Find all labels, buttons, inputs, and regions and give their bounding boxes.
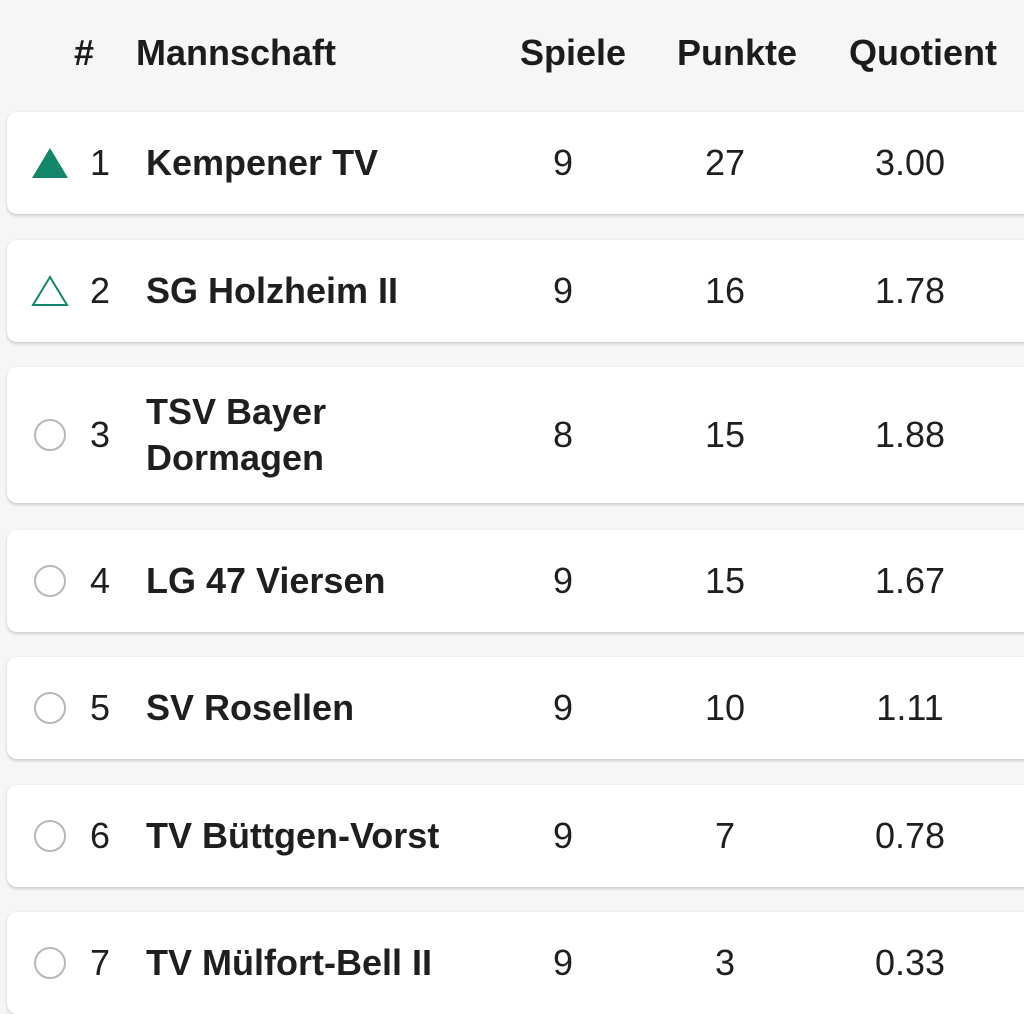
row-games: 9 — [552, 560, 574, 601]
row-points: 15 — [704, 414, 746, 455]
row-team: TV Büttgen-Vorst — [146, 815, 440, 856]
row-rank: 7 — [89, 942, 111, 983]
row-games: 8 — [552, 414, 574, 455]
circle-icon — [34, 419, 66, 451]
row-team: TV Mülfort-Bell II — [146, 942, 432, 983]
status-icon-cell — [31, 912, 69, 1014]
row-quotient: 0.78 — [874, 815, 946, 856]
row-rank: 1 — [89, 142, 111, 183]
row-games: 9 — [552, 942, 574, 983]
row-rank: 3 — [89, 414, 111, 455]
header-games: Spiele — [519, 32, 627, 73]
status-icon-cell — [31, 530, 69, 632]
row-games: 9 — [552, 687, 574, 728]
circle-icon — [34, 947, 66, 979]
row-team: TSV Bayer Dormagen — [146, 391, 327, 478]
row-rank: 4 — [89, 560, 111, 601]
circle-icon — [34, 565, 66, 597]
row-quotient: 1.88 — [874, 414, 946, 455]
status-icon-cell — [31, 112, 69, 214]
row-quotient: 1.11 — [876, 687, 944, 728]
row-points: 15 — [704, 560, 746, 601]
row-quotient: 1.67 — [874, 560, 946, 601]
header-rank: # — [74, 32, 95, 73]
table-row[interactable]: 2 SG Holzheim II 9 16 1.78 — [7, 240, 1024, 342]
row-points: 3 — [714, 942, 736, 983]
table-row[interactable]: 1 Kempener TV 9 27 3.00 — [7, 112, 1024, 214]
row-points: 7 — [714, 815, 736, 856]
circle-icon — [34, 692, 66, 724]
table-row[interactable]: 6 TV Büttgen-Vorst 9 7 0.78 — [7, 785, 1024, 887]
row-rank: 2 — [89, 270, 111, 311]
header-points: Punkte — [676, 32, 798, 73]
row-points: 27 — [704, 142, 746, 183]
table-header: # Mannschaft Spiele Punkte Quotient — [0, 0, 1024, 104]
triangle-filled-icon — [32, 148, 68, 178]
table-row[interactable]: 3 TSV Bayer Dormagen 8 15 1.88 — [7, 367, 1024, 503]
row-points: 10 — [704, 687, 746, 728]
triangle-outline-icon — [31, 275, 69, 307]
table-row[interactable]: 5 SV Rosellen 9 10 1.11 — [7, 657, 1024, 759]
row-rank: 6 — [89, 815, 111, 856]
table-row[interactable]: 4 LG 47 Viersen 9 15 1.67 — [7, 530, 1024, 632]
status-icon-cell — [31, 367, 69, 503]
row-team: SV Rosellen — [146, 687, 355, 728]
header-quotient: Quotient — [849, 32, 997, 73]
row-quotient: 3.00 — [874, 142, 946, 183]
circle-icon — [34, 820, 66, 852]
status-icon-cell — [31, 785, 69, 887]
row-games: 9 — [552, 270, 574, 311]
table-row[interactable]: 7 TV Mülfort-Bell II 9 3 0.33 — [7, 912, 1024, 1014]
row-quotient: 0.33 — [874, 942, 946, 983]
row-team: Kempener TV — [146, 142, 379, 183]
row-games: 9 — [552, 815, 574, 856]
row-games: 9 — [552, 142, 574, 183]
row-points: 16 — [704, 270, 746, 311]
row-rank: 5 — [89, 687, 111, 728]
header-team: Mannschaft — [136, 32, 337, 73]
status-icon-cell — [31, 240, 69, 342]
status-icon-cell — [31, 657, 69, 759]
row-team: LG 47 Viersen — [146, 560, 386, 601]
row-team: SG Holzheim II — [146, 270, 399, 311]
row-quotient: 1.78 — [874, 270, 946, 311]
